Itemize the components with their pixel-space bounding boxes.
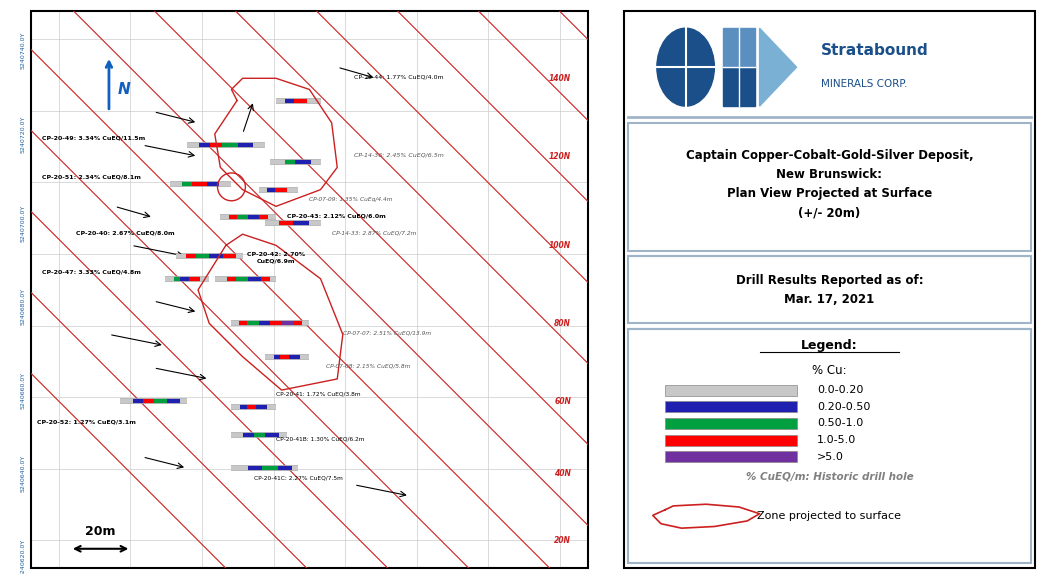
Bar	[666, 385, 797, 395]
Bar	[666, 435, 797, 446]
Bar	[723, 28, 755, 67]
Text: 60N: 60N	[554, 397, 571, 406]
Text: 5240720.0Y: 5240720.0Y	[21, 115, 25, 153]
Bar	[666, 451, 797, 463]
Text: CP-20-43: 2.12% CuEQ/6.0m: CP-20-43: 2.12% CuEQ/6.0m	[287, 214, 386, 219]
Text: CP-14-33: 2.87% CuEQ/7.2m: CP-14-33: 2.87% CuEQ/7.2m	[332, 230, 416, 235]
Text: CP-20-47: 3.33% CuEQ/4.8m: CP-20-47: 3.33% CuEQ/4.8m	[43, 269, 141, 274]
Text: CP-14-36: 2.45% CuEQ/6.5m: CP-14-36: 2.45% CuEQ/6.5m	[354, 152, 444, 157]
Bar	[628, 123, 1031, 251]
Text: 5240640.0Y: 5240640.0Y	[21, 455, 25, 492]
Text: 0.20-0.50: 0.20-0.50	[817, 402, 870, 412]
Text: CP-20-41: 1.72% CuEQ/3.8m: CP-20-41: 1.72% CuEQ/3.8m	[276, 391, 361, 397]
Text: 20N: 20N	[554, 536, 571, 545]
Text: 5240680.0Y: 5240680.0Y	[21, 288, 25, 325]
Text: CP-20-49: 3.34% CuEQ/11.5m: CP-20-49: 3.34% CuEQ/11.5m	[43, 135, 146, 141]
Polygon shape	[759, 28, 797, 106]
Text: 140N: 140N	[549, 74, 571, 83]
Text: CP-20-44: 1.77% CuEQ/4.0m: CP-20-44: 1.77% CuEQ/4.0m	[354, 74, 444, 79]
Bar	[723, 67, 755, 106]
Text: % Cu:: % Cu:	[812, 364, 847, 377]
Text: 5240700.0Y: 5240700.0Y	[21, 204, 25, 242]
Bar	[666, 401, 797, 412]
Text: 100N: 100N	[549, 241, 571, 250]
Bar	[628, 17, 1031, 117]
Text: 0.50-1.0: 0.50-1.0	[817, 418, 863, 429]
Text: N: N	[118, 82, 130, 97]
Bar	[628, 329, 1031, 563]
Text: CP-07-08: 2.15% CuEQ/5.8m: CP-07-08: 2.15% CuEQ/5.8m	[327, 364, 411, 369]
Text: Zone projected to surface: Zone projected to surface	[757, 511, 902, 522]
Text: 0.0-0.20: 0.0-0.20	[817, 385, 863, 395]
Text: Legend:: Legend:	[801, 339, 858, 352]
Text: 5240740.0Y: 5240740.0Y	[21, 32, 25, 69]
Text: 40N: 40N	[554, 469, 571, 478]
Text: CP-07-09: 1.35% CuEq/4.4m: CP-07-09: 1.35% CuEq/4.4m	[310, 197, 393, 202]
Text: CP-20-40: 2.67% CuEQ/8.0m: CP-20-40: 2.67% CuEQ/8.0m	[76, 230, 174, 235]
Circle shape	[657, 28, 714, 106]
Text: MINERALS CORP.: MINERALS CORP.	[822, 79, 908, 89]
Text: CP-20-51: 2.34% CuEQ/8.1m: CP-20-51: 2.34% CuEQ/8.1m	[43, 174, 141, 180]
Text: 5240660.0Y: 5240660.0Y	[21, 371, 25, 409]
Bar	[666, 418, 797, 429]
Bar	[628, 257, 1031, 323]
Text: Captain Copper-Cobalt-Gold-Silver Deposit,
New Brunswick:
Plan View Projected at: Captain Copper-Cobalt-Gold-Silver Deposi…	[685, 149, 973, 219]
Text: % CuEQ/m: Historic drill hole: % CuEQ/m: Historic drill hole	[746, 471, 913, 482]
Text: CP-20-42: 2.70%
CuEQ/6.9m: CP-20-42: 2.70% CuEQ/6.9m	[246, 252, 305, 263]
Text: >5.0: >5.0	[817, 452, 843, 462]
Text: CP-20-41C: 2.27% CuEQ/7.5m: CP-20-41C: 2.27% CuEQ/7.5m	[254, 475, 342, 480]
Text: 120N: 120N	[549, 152, 571, 161]
Text: 80N: 80N	[554, 319, 571, 328]
Text: 1.0-5.0: 1.0-5.0	[817, 435, 856, 445]
Text: Drill Results Reported as of:
Mar. 17, 2021: Drill Results Reported as of: Mar. 17, 2…	[735, 274, 924, 306]
Text: CP-07-07: 2.51% CuEQ/13.9m: CP-07-07: 2.51% CuEQ/13.9m	[343, 331, 431, 335]
Text: CP-20-52: 1.27% CuEQ/3.1m: CP-20-52: 1.27% CuEQ/3.1m	[36, 420, 135, 425]
Text: 5240620.0Y: 5240620.0Y	[21, 538, 25, 574]
Text: 20m: 20m	[85, 525, 115, 538]
Text: CP-20-41B: 1.30% CuEQ/6.2m: CP-20-41B: 1.30% CuEQ/6.2m	[276, 436, 364, 441]
Text: Stratabound: Stratabound	[822, 43, 929, 58]
